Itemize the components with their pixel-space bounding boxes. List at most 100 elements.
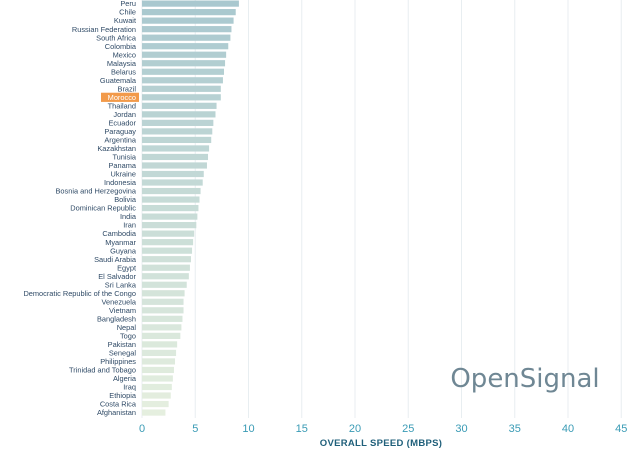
bar [142,77,223,84]
bar [142,392,171,399]
bar [142,9,236,16]
bar [142,230,195,237]
bar [142,0,239,7]
bar [142,315,183,322]
bar [142,247,193,254]
category-label: Belarus [111,67,136,76]
bar [142,332,181,339]
bar [142,239,194,246]
category-label: Togo [120,331,136,340]
category-label: Saudi Arabia [94,255,137,264]
bar [142,43,229,50]
bar [142,400,169,408]
bar [142,409,166,416]
bar [142,128,213,135]
bar [142,179,203,186]
x-tick-label: 5 [192,423,198,435]
category-label: Philippines [100,357,136,366]
category-label: Guyana [110,246,137,255]
category-label: Ukraine [111,170,136,179]
bar [142,341,178,348]
category-label: Argentina [104,136,137,145]
bar [142,222,197,229]
category-label: Afghanistan [97,408,136,417]
category-label: Panama [108,161,136,170]
bar [142,349,177,357]
bar [142,94,221,101]
category-label: Trinidad and Tobago [69,366,136,375]
category-label: Chile [119,8,136,17]
category-label: Democratic Republic of the Congo [23,289,136,298]
category-label: Kazakhstan [97,144,136,153]
bar [142,170,204,178]
category-label: Russian Federation [72,25,136,34]
bar [142,196,200,203]
bar [142,204,199,212]
x-tick-label: 20 [349,423,361,435]
bar [142,273,189,280]
category-label: El Salvador [98,272,136,281]
bar [142,256,191,263]
bar [142,298,184,305]
category-label: Guatemala [100,76,137,85]
bar [142,68,225,75]
x-tick-labels-layer: 0 5 10 15 20 25 30 35 40 45 [139,423,627,435]
x-tick-label: 15 [296,423,308,435]
bar [142,213,198,220]
bar [142,375,173,382]
category-label: Jordan [113,110,136,119]
category-label: Kuwait [114,16,136,25]
bar [142,264,190,271]
category-label: Venezuela [101,297,136,306]
x-tick-label: 40 [562,423,574,435]
category-label: Iraq [123,383,136,392]
bar [142,358,176,365]
bar [142,307,184,314]
category-label: Morocco [108,93,136,102]
bar [142,85,221,92]
category-label: Paraguay [104,127,136,136]
bar [142,60,226,67]
bar [142,383,172,391]
category-label: Peru [120,0,136,8]
category-label: Nepal [117,323,137,332]
bar [142,111,216,118]
category-label: Colombia [105,42,137,51]
category-label: Tunisia [112,153,136,162]
bar [142,136,212,144]
category-label: Egypt [117,263,136,272]
bar [142,324,182,331]
category-label: Thailand [108,101,136,110]
bars-layer [142,0,239,416]
category-label: Bangladesh [97,314,136,323]
category-label: Iran [123,221,136,230]
category-label: Indonesia [104,178,137,187]
category-label: India [120,212,137,221]
bar [142,153,209,161]
bar [142,26,232,33]
bar [142,187,201,195]
opensignal-logo: OpenSignal [450,364,599,394]
category-label: Bolivia [114,195,137,204]
bar [142,162,207,169]
x-tick-label: 45 [615,423,627,435]
category-label: Algeria [113,374,137,383]
bar [142,366,174,374]
x-axis-title: OVERALL SPEED (MBPS) [320,438,442,449]
category-label: Costa Rica [100,400,137,409]
category-label: Vietnam [109,306,136,315]
category-label: Dominican Republic [70,204,136,213]
bar [142,34,231,41]
bar [142,290,185,297]
category-label: Myanmar [105,238,136,247]
bar [142,17,234,24]
bar [142,119,214,126]
category-label: Pakistan [108,340,136,349]
x-tick-label: 25 [402,423,414,435]
category-label: Sri Lanka [105,280,137,289]
bar [142,281,187,288]
category-label: Bosnia and Herzegovina [55,187,136,196]
